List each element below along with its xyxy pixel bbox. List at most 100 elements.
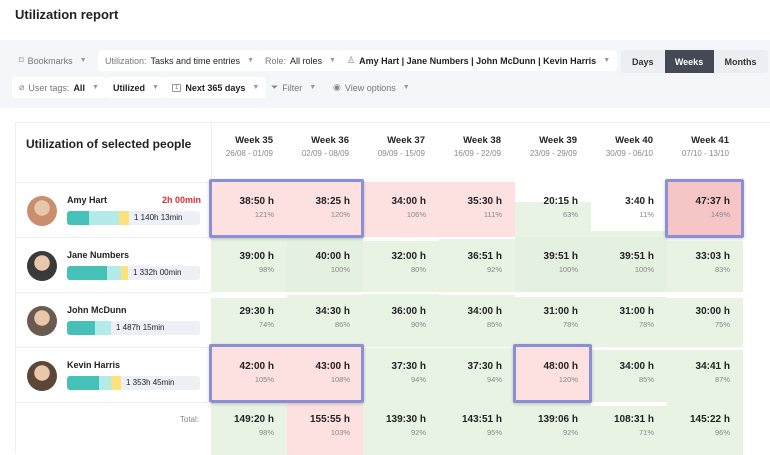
capacity-bar: 1 332h 00min (67, 266, 200, 280)
utilization-cell[interactable]: 3:40 h 11% (591, 182, 667, 237)
capacity-segment (99, 376, 111, 390)
percent-value: 96% (714, 428, 730, 437)
hours-value: 143:51 h (461, 414, 502, 425)
utilization-table (15, 122, 770, 454)
table-heading: Utilization of selected people (26, 137, 192, 151)
utilization-cell[interactable]: 37:30 h 94% (439, 347, 515, 402)
person-row[interactable]: Kevin Harris 1 353h 45min (15, 347, 211, 402)
avatar (27, 306, 57, 336)
role-dropdown[interactable]: Role: All roles ▼ (258, 50, 343, 71)
utilization-cell[interactable]: 34:00 h 85% (591, 347, 667, 402)
bookmarks-dropdown[interactable]: ⌑ Bookmarks ▼ (19, 55, 87, 66)
utilization-cell[interactable]: 33:03 h 83% (667, 237, 743, 292)
percent-value: 92% (410, 428, 426, 437)
utilization-cell[interactable]: 36:51 h 92% (439, 237, 515, 292)
total-cell[interactable]: 139:30 h 92% (363, 400, 439, 455)
view-options-button[interactable]: ◉ View options ▼ (333, 82, 410, 93)
percent-value: 63% (562, 210, 578, 219)
total-cell[interactable]: 149:20 h 98% (211, 400, 287, 455)
utilization-cell[interactable]: 20:15 h 63% (515, 182, 591, 237)
percent-value: 149% (710, 210, 730, 219)
hours-value: 39:51 h (619, 251, 654, 262)
eye-icon: ◉ (333, 82, 341, 92)
percent-value: 83% (714, 265, 730, 274)
utilization-cell[interactable]: 31:00 h 78% (591, 292, 667, 347)
week-header: Week 41 07/10 - 13/10 (667, 135, 743, 158)
utilization-fill (211, 237, 287, 292)
utilization-cell[interactable]: 34:00 h 85% (439, 292, 515, 347)
person-name: John McDunn (67, 305, 127, 315)
over-allocation-highlight (513, 344, 592, 403)
utilization-fill (363, 182, 439, 237)
total-cell[interactable]: 145:22 h 96% (667, 400, 743, 455)
capacity-segment (107, 266, 121, 280)
utilization-fill (287, 347, 363, 402)
utilization-fill (439, 182, 515, 237)
chevron-down-icon: ▼ (252, 84, 260, 91)
utilization-cell[interactable]: 38:50 h 121% (211, 182, 287, 237)
total-cell[interactable]: 139:06 h 92% (515, 400, 591, 455)
person-row[interactable]: Amy Hart 2h 00min 1 140h 13min (15, 182, 211, 237)
total-cell[interactable]: 155:55 h 103% (287, 400, 363, 455)
utilization-fill (667, 240, 743, 292)
utilization-cell[interactable]: 42:00 h 105% (211, 347, 287, 402)
hours-value: 34:00 h (391, 196, 426, 207)
utilization-cell[interactable]: 40:00 h 100% (287, 237, 363, 292)
person-row[interactable]: John McDunn 1 487h 15min (15, 292, 211, 347)
capacity-bar: 1 353h 45min (67, 376, 200, 390)
utilization-fill (439, 401, 515, 455)
utilization-cell[interactable]: 39:51 h 100% (515, 237, 591, 292)
total-row-label: Total: (15, 402, 211, 452)
total-cell[interactable]: 143:51 h 95% (439, 400, 515, 455)
utilization-cell[interactable]: 37:30 h 94% (363, 347, 439, 402)
hours-value: 38:25 h (315, 196, 350, 207)
percent-value: 90% (410, 320, 426, 329)
hours-value: 31:00 h (543, 306, 578, 317)
week-name: Week 40 (615, 135, 653, 146)
period-weeks[interactable]: Weeks (664, 50, 714, 73)
person-row[interactable]: Jane Numbers 1 332h 00min (15, 237, 211, 292)
period-switcher: Days Weeks Months (621, 50, 768, 73)
people-dropdown[interactable]: ♙ Amy Hart | Jane Numbers | John McDunn |… (340, 50, 618, 71)
period-days[interactable]: Days (632, 56, 654, 67)
hours-value: 47:37 h (695, 196, 730, 207)
utilization-fill (211, 347, 287, 402)
utilization-fill (515, 401, 591, 455)
total-cell[interactable]: 108:31 h 71% (591, 400, 667, 455)
utilization-cell[interactable]: 35:30 h 111% (439, 182, 515, 237)
utilization-cell[interactable]: 31:00 h 78% (515, 292, 591, 347)
chevron-down-icon: ▼ (79, 57, 87, 64)
percent-value: 87% (714, 375, 730, 384)
avatar (27, 196, 57, 226)
hours-value: 34:00 h (467, 306, 502, 317)
percent-value: 103% (330, 428, 350, 437)
utilization-cell[interactable]: 34:00 h 106% (363, 182, 439, 237)
utilization-cell[interactable]: 29:30 h 74% (211, 292, 287, 347)
hours-value: 36:00 h (391, 306, 426, 317)
hours-value: 39:00 h (239, 251, 274, 262)
user-tags-dropdown[interactable]: ⌀ User tags: All ▼ (12, 77, 106, 98)
utilized-dropdown[interactable]: Utilized ▼ (106, 77, 166, 98)
period-months[interactable]: Months (724, 56, 757, 67)
utilization-cell[interactable]: 48:00 h 120% (515, 347, 591, 402)
date-range-dropdown[interactable]: 1 Next 365 days ▼ (165, 77, 267, 98)
utilization-cell[interactable]: 47:37 h 149% (667, 182, 743, 237)
utilization-cell[interactable]: 39:00 h 98% (211, 237, 287, 292)
hours-value: 34:30 h (315, 306, 350, 317)
utilization-cell[interactable]: 36:00 h 90% (363, 292, 439, 347)
total-hours: 1 140h 13min (134, 213, 183, 222)
utilization-cell[interactable]: 34:41 h 87% (667, 347, 743, 402)
utilization-cell[interactable]: 38:25 h 120% (287, 182, 363, 237)
chevron-down-icon: ▼ (91, 84, 99, 91)
utilization-cell[interactable]: 43:00 h 108% (287, 347, 363, 402)
utilization-cell[interactable]: 30:00 h 75% (667, 292, 743, 347)
utilization-cell[interactable]: 34:30 h 86% (287, 292, 363, 347)
avatar (27, 361, 57, 391)
filter-button[interactable]: ⏷ Filter ▼ (271, 82, 317, 93)
utilization-cell[interactable]: 39:51 h 100% (591, 237, 667, 292)
utilization-cell[interactable]: 32:00 h 80% (363, 237, 439, 292)
utilization-dropdown[interactable]: Utilization: Tasks and time entries ▼ (98, 50, 261, 71)
utilization-fill (667, 182, 743, 237)
hours-value: 42:00 h (239, 361, 274, 372)
person-name: Kevin Harris (67, 360, 121, 370)
